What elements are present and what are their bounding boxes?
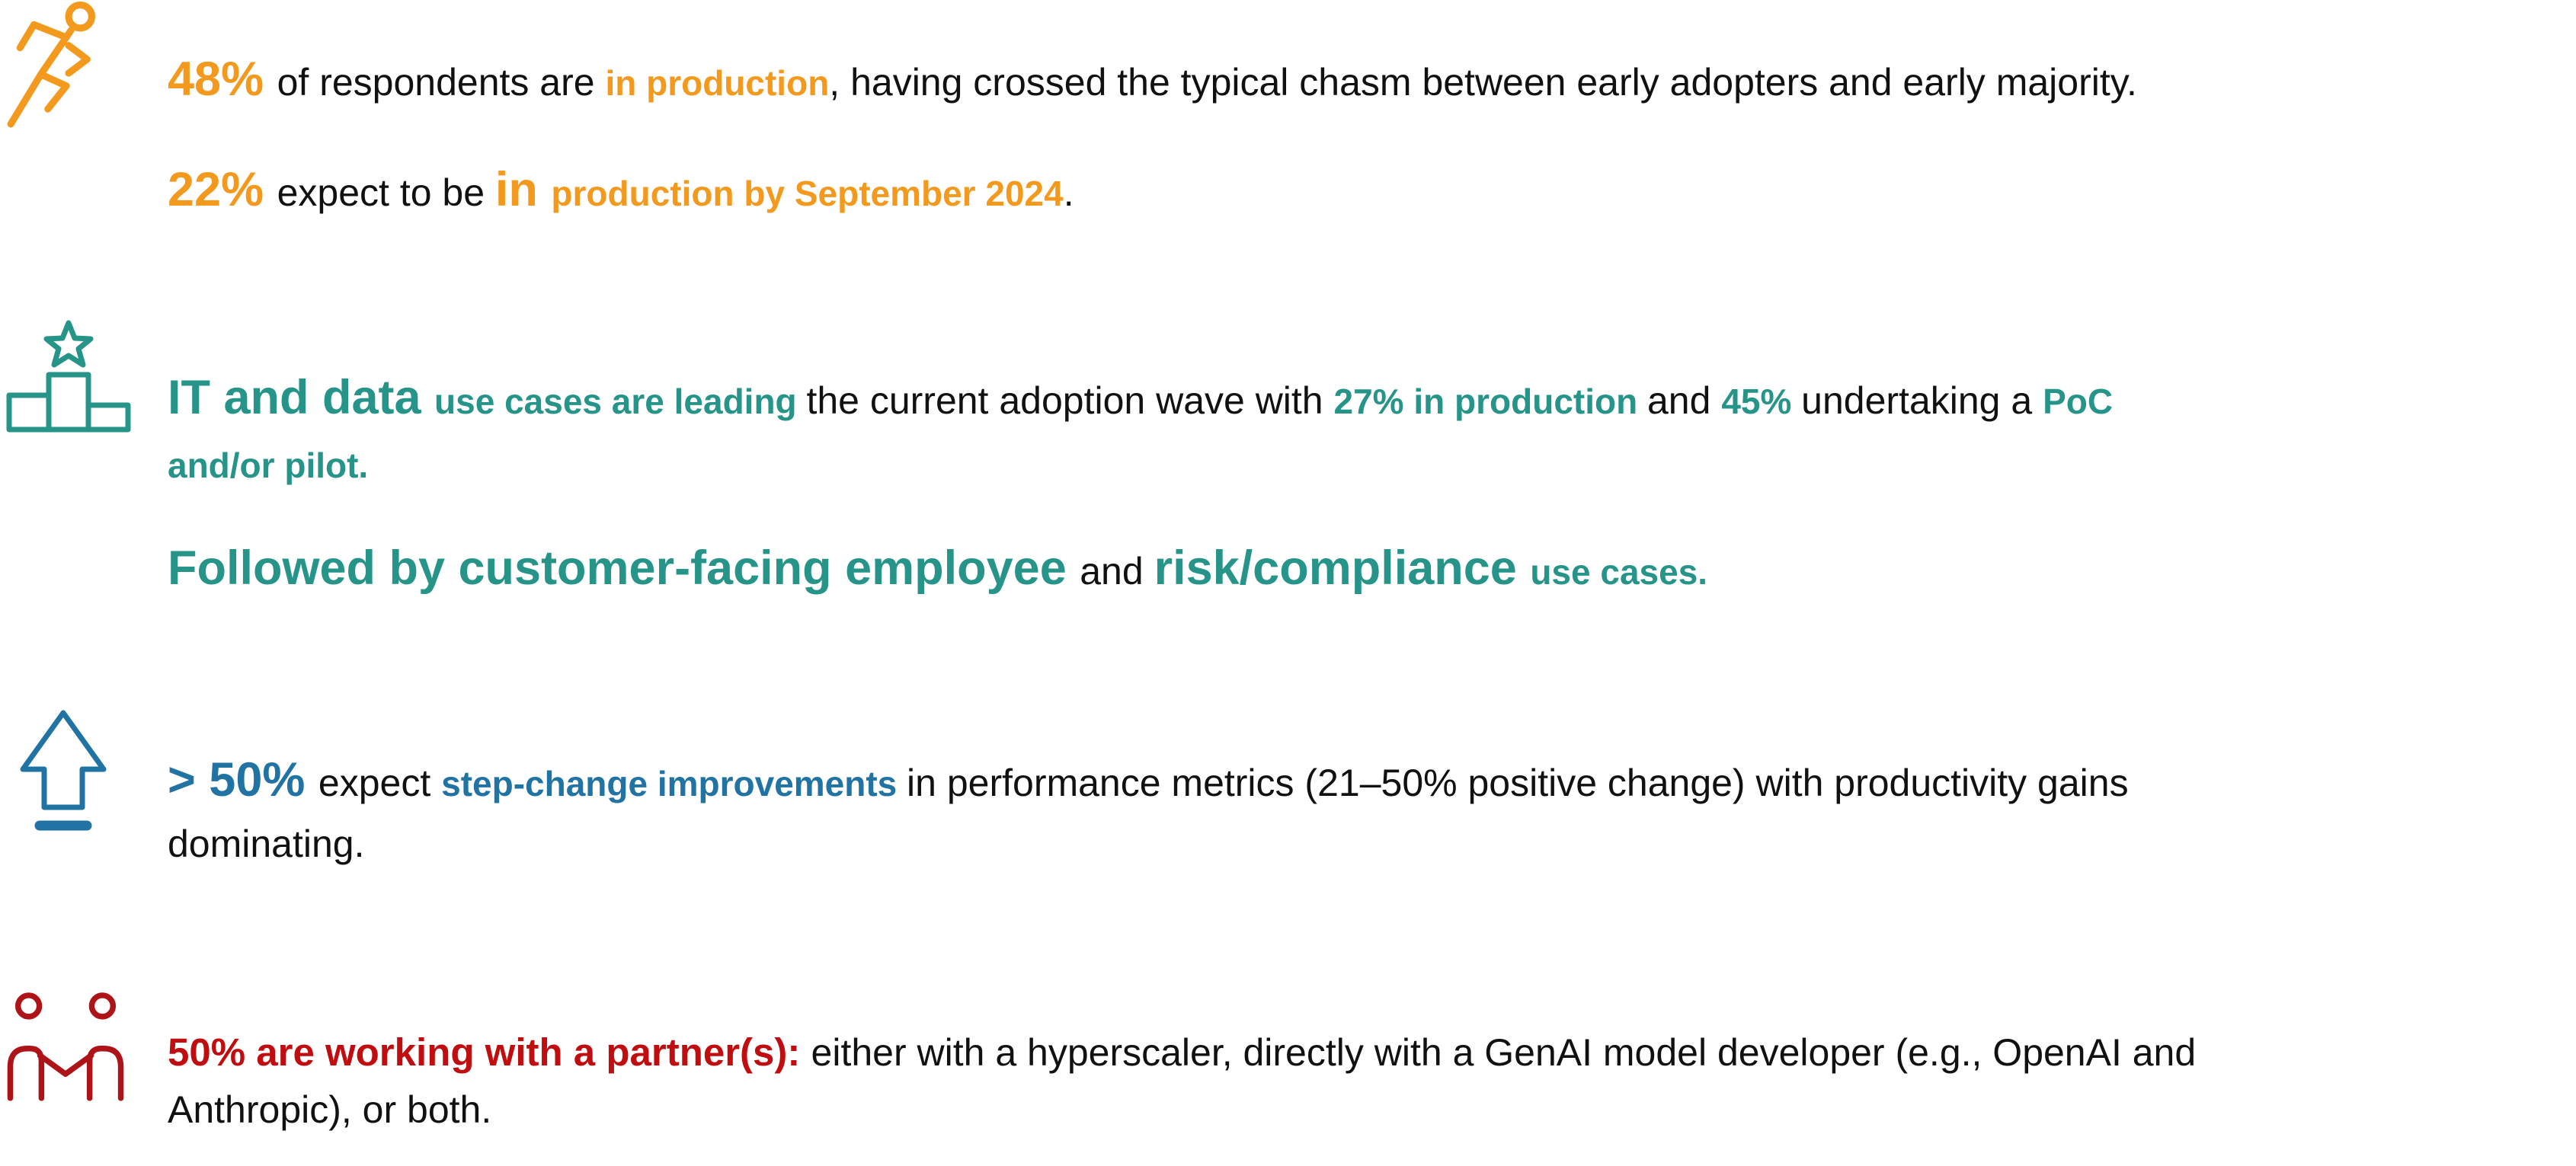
stat-48-percent: 48% [168,53,277,106]
finding-line: 22% expect to be in production by Septem… [168,163,1074,216]
finding-line: dominating. [168,823,365,865]
finding-line: Anthropic), or both. [168,1088,492,1131]
up-arrow-icon [20,710,107,831]
finding-line: IT and data use cases are leading the cu… [168,371,2114,424]
runner-icon [7,2,95,128]
stat-gt-50-percent: > 50% [168,753,318,807]
finding-line: Followed by customer-facing employee and… [168,541,1708,595]
finding-line: and/or pilot. [168,446,369,485]
two-people-icon [7,992,124,1101]
stat-22-percent: 22% [168,163,277,216]
stat-50-percent: 50% are working with a partner(s): [168,1030,811,1074]
stat-27-percent: 27% in production [1333,382,1647,421]
finding-line: 50% are working with a partner(s): eithe… [168,1030,2197,1074]
stat-45-percent: 45% [1721,382,1802,421]
finding-line: 48% of respondents are in production, ha… [168,53,2137,106]
finding-line: > 50% expect step-change improvements in… [168,753,2129,807]
podium-star-icon [6,320,131,433]
